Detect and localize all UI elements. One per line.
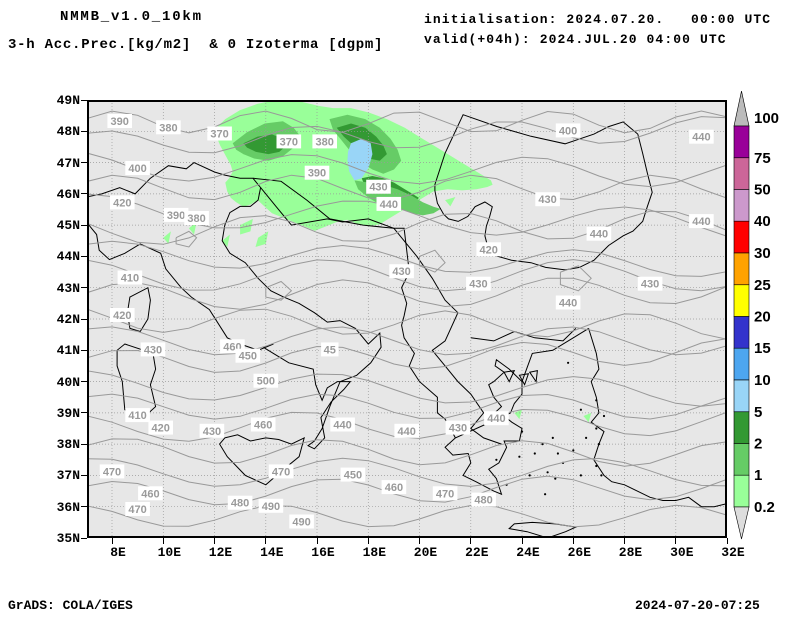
svg-text:5: 5 xyxy=(754,404,762,421)
svg-text:100: 100 xyxy=(754,110,779,127)
svg-text:10: 10 xyxy=(754,372,771,389)
svg-text:75: 75 xyxy=(754,150,771,167)
svg-text:15: 15 xyxy=(754,340,771,357)
svg-text:25: 25 xyxy=(754,277,771,294)
svg-text:1: 1 xyxy=(754,467,762,484)
svg-text:0.2: 0.2 xyxy=(754,499,775,516)
svg-text:30: 30 xyxy=(754,245,771,262)
svg-text:20: 20 xyxy=(754,309,771,326)
svg-text:40: 40 xyxy=(754,213,771,230)
svg-text:50: 50 xyxy=(754,182,771,199)
svg-text:2: 2 xyxy=(754,436,762,453)
